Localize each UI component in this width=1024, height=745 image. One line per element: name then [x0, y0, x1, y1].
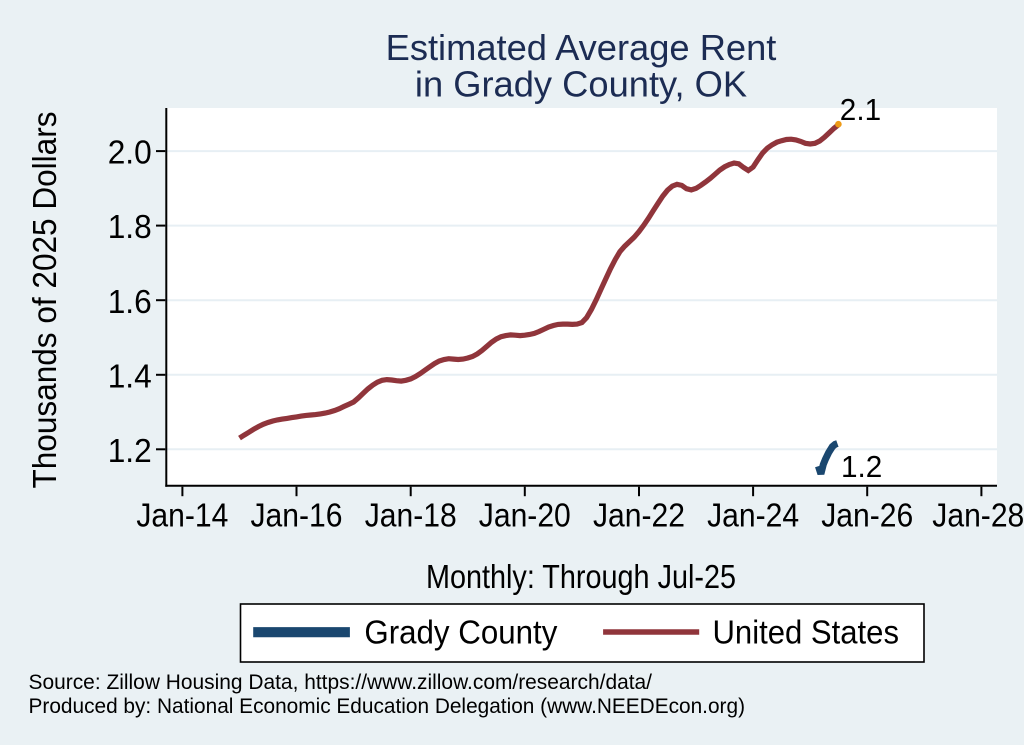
svg-text:Jan-16: Jan-16 [251, 497, 343, 534]
svg-text:1.8: 1.8 [108, 208, 152, 245]
svg-text:1.6: 1.6 [108, 283, 152, 320]
svg-text:Produced by: National Economic: Produced by: National Economic Education… [29, 695, 746, 718]
svg-text:Estimated Average Rent: Estimated Average Rent [386, 27, 777, 68]
svg-text:1.4: 1.4 [108, 357, 152, 394]
svg-text:in Grady County, OK: in Grady County, OK [415, 64, 747, 105]
svg-text:Jan-26: Jan-26 [821, 497, 913, 534]
svg-text:Jan-14: Jan-14 [136, 497, 228, 534]
svg-text:Jan-22: Jan-22 [593, 497, 685, 534]
svg-text:Jan-24: Jan-24 [707, 497, 799, 534]
svg-text:1.2: 1.2 [841, 449, 882, 484]
svg-text:Grady County: Grady County [364, 614, 557, 651]
svg-text:Source: Zillow Housing Data, h: Source: Zillow Housing Data, https://www… [29, 671, 653, 694]
svg-text:Monthly: Through Jul-25: Monthly: Through Jul-25 [426, 558, 736, 595]
svg-text:2.0: 2.0 [108, 134, 152, 171]
svg-text:Jan-18: Jan-18 [365, 497, 457, 534]
svg-text:Thousands of 2025 Dollars: Thousands of 2025 Dollars [26, 112, 63, 489]
svg-text:Jan-28: Jan-28 [932, 497, 1024, 534]
svg-text:1.2: 1.2 [108, 432, 152, 469]
svg-text:United States: United States [713, 614, 900, 651]
svg-text:2.1: 2.1 [840, 92, 881, 127]
svg-text:Jan-20: Jan-20 [479, 497, 571, 534]
